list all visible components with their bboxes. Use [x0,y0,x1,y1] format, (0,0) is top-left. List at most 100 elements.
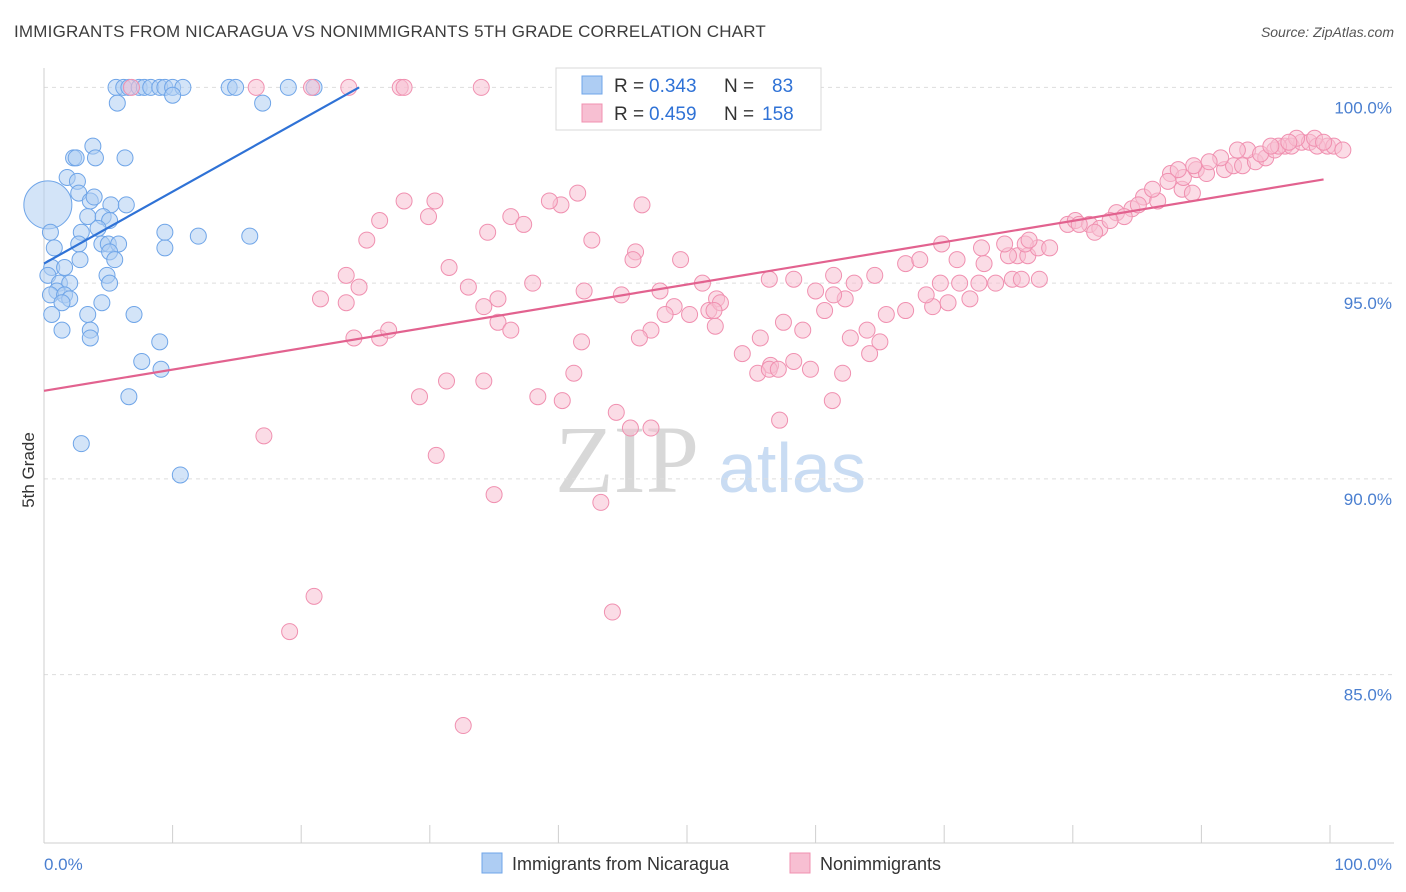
point-immigrants-nicaragua [189,227,207,245]
point-nonimmigrants [302,78,320,96]
point-immigrants-nicaragua [101,274,119,292]
legend-r-label-1: R = [614,76,644,97]
legend-r-value-1: 0.343 [649,76,697,97]
point-immigrants-nicaragua [156,223,174,241]
point-nonimmigrants [858,321,876,339]
point-nonimmigrants [825,266,843,284]
point-nonimmigrants [1144,180,1162,198]
point-immigrants-nicaragua [72,435,90,453]
point-nonimmigrants [583,231,601,249]
point-nonimmigrants [411,388,429,406]
legend-n-label-1: N = [724,76,754,97]
data-points [23,78,1352,735]
y-tick-label: 100.0% [1334,98,1392,117]
point-nonimmigrants [961,290,979,308]
point-nonimmigrants [1262,137,1280,155]
point-nonimmigrants [122,78,140,96]
series-legend: Immigrants from Nicaragua Nonimmigrants [481,852,941,874]
trend-line-immigrants-nicaragua [43,86,360,265]
x-tick-label-max: 100.0% [1334,855,1392,874]
point-nonimmigrants [553,392,571,410]
point-nonimmigrants [1169,161,1187,179]
point-nonimmigrants [427,446,445,464]
point-nonimmigrants [911,251,929,269]
point-nonimmigrants [975,255,993,273]
point-immigrants-nicaragua [41,223,59,241]
point-nonimmigrants [395,78,413,96]
point-immigrants-nicaragua [93,294,111,312]
point-nonimmigrants [825,286,843,304]
point-nonimmigrants [897,302,915,320]
point-nonimmigrants [1030,270,1048,288]
point-immigrants-nicaragua [254,94,272,112]
point-nonimmigrants [529,388,547,406]
legend-swatch-blue [581,75,603,95]
point-nonimmigrants [337,294,355,312]
chart-title: IMMIGRANTS FROM NICARAGUA VS NONIMMIGRAN… [14,22,766,41]
point-nonimmigrants [672,251,690,269]
point-nonimmigrants [247,78,265,96]
point-nonimmigrants [485,486,503,504]
point-nonimmigrants [472,78,490,96]
point-nonimmigrants [774,313,792,331]
legend-r-value-2: 0.459 [649,104,697,125]
bottom-legend-swatch-pink [789,852,811,874]
point-nonimmigrants [751,329,769,347]
point-nonimmigrants [948,251,966,269]
point-nonimmigrants [1183,184,1201,202]
watermark-atlas: atlas [718,429,866,507]
point-immigrants-nicaragua [53,321,71,339]
point-immigrants-nicaragua [156,239,174,257]
point-nonimmigrants [1101,212,1119,230]
point-nonimmigrants [281,623,299,641]
point-nonimmigrants [337,266,355,284]
point-immigrants-nicaragua [45,239,63,257]
point-nonimmigrants [951,274,969,292]
point-nonimmigrants [972,239,990,257]
y-tick-label: 85.0% [1344,686,1392,705]
point-nonimmigrants [1315,133,1333,151]
point-nonimmigrants [877,305,895,323]
point-nonimmigrants [475,372,493,390]
point-nonimmigrants [1228,141,1246,159]
point-nonimmigrants [987,274,1005,292]
legend-n-value-1: 83 [772,76,793,97]
point-nonimmigrants [897,255,915,273]
y-tick-label: 90.0% [1344,490,1392,509]
point-nonimmigrants [705,302,723,320]
point-nonimmigrants [440,258,458,276]
point-immigrants-nicaragua [279,78,297,96]
point-immigrants-nicaragua [171,466,189,484]
bottom-legend-label-2: Nonimmigrants [820,854,941,874]
legend-n-value-2: 158 [762,104,794,125]
point-nonimmigrants [785,352,803,370]
bottom-legend-label-1: Immigrants from Nicaragua [512,854,730,874]
stats-legend: R = 0.343 N = 83 R = 0.459 N = 158 [555,67,822,131]
trend-line-nonimmigrants [43,178,1324,392]
point-nonimmigrants [630,329,648,347]
point-immigrants-nicaragua [116,149,134,167]
point-nonimmigrants [706,317,724,335]
point-immigrants-nicaragua [227,78,245,96]
point-nonimmigrants [395,192,413,210]
x-tick-label-min: 0.0% [44,855,83,874]
bottom-legend-swatch-blue [481,852,503,874]
point-nonimmigrants [624,251,642,269]
point-nonimmigrants [771,411,789,429]
point-immigrants-nicaragua [106,251,124,269]
point-nonimmigrants [1280,133,1298,151]
point-immigrants-nicaragua [85,188,103,206]
point-immigrants-nicaragua [86,149,104,167]
point-nonimmigrants [621,419,639,437]
point-immigrants-nicaragua [120,388,138,406]
point-nonimmigrants [861,345,879,363]
point-nonimmigrants [970,274,988,292]
point-nonimmigrants [939,294,957,312]
point-nonimmigrants [603,603,621,621]
point-nonimmigrants [502,208,520,226]
y-tick-label: 95.0% [1344,294,1392,313]
point-immigrants-nicaragua [108,94,126,112]
point-nonimmigrants [426,192,444,210]
point-nonimmigrants [656,305,674,323]
